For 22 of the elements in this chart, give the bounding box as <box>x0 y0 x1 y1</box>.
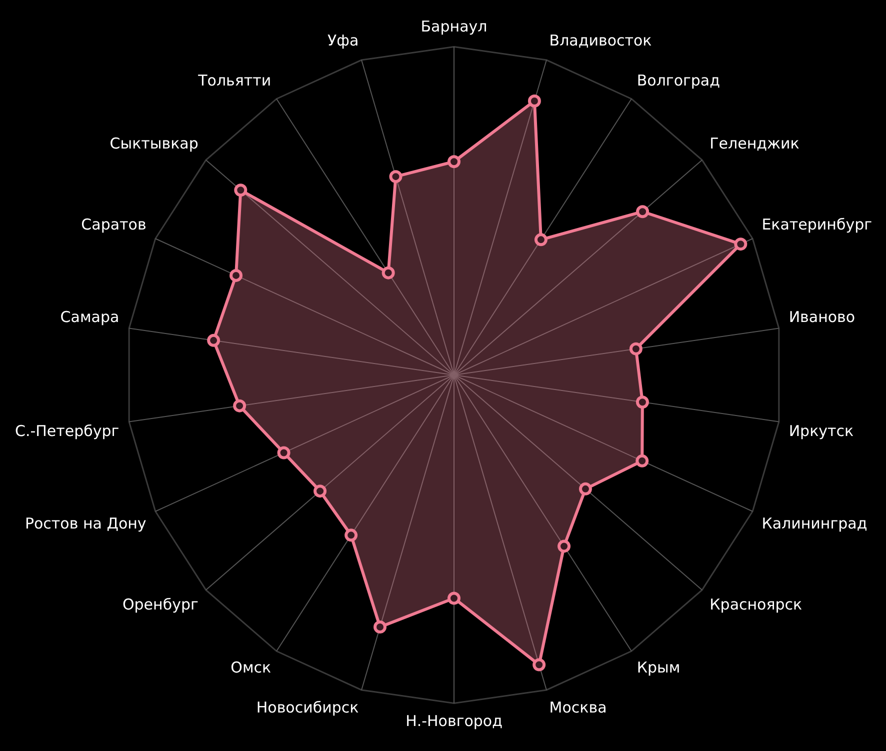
spoke-label: Москва <box>549 698 607 716</box>
spoke-label: Омск <box>230 658 272 676</box>
spoke-label: Екатеринбург <box>762 215 872 234</box>
spoke-label: Волгоград <box>636 71 720 90</box>
spoke-label: Самара <box>60 308 120 326</box>
spoke-label: Владивосток <box>549 31 652 50</box>
spoke-label: Красноярск <box>710 595 802 614</box>
spoke-label: Оренбург <box>122 595 198 614</box>
spoke-label: Саратов <box>81 215 146 234</box>
spoke-label: Геленджик <box>710 134 800 152</box>
spoke-label: Барнаул <box>420 18 488 36</box>
spoke-label: Н.-Новгород <box>406 712 502 730</box>
spoke-label: Уфа <box>328 31 359 50</box>
spoke-label: С.-Петербург <box>14 422 120 440</box>
spoke-label: Иваново <box>788 308 856 326</box>
spoke-label: Иркутск <box>788 422 854 440</box>
spoke-label: Калининград <box>762 514 868 532</box>
spoke-label: Ростов на Дону <box>24 514 146 532</box>
spoke-label: Новосибирск <box>256 698 359 716</box>
spoke-label: Тольятти <box>197 71 272 90</box>
spoke-label: Крым <box>636 658 680 676</box>
spoke-label: Сыктывкар <box>110 134 198 152</box>
